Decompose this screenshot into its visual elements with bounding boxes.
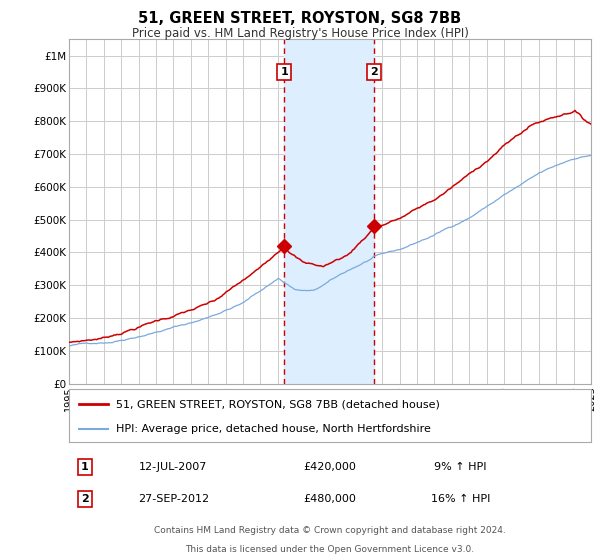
Text: 9% ↑ HPI: 9% ↑ HPI [434, 462, 487, 472]
Text: Price paid vs. HM Land Registry's House Price Index (HPI): Price paid vs. HM Land Registry's House … [131, 27, 469, 40]
Bar [284, 39, 374, 384]
Text: 2: 2 [370, 67, 378, 77]
Text: 51, GREEN STREET, ROYSTON, SG8 7BB (detached house): 51, GREEN STREET, ROYSTON, SG8 7BB (deta… [116, 399, 440, 409]
Text: £480,000: £480,000 [304, 494, 356, 504]
Text: Contains HM Land Registry data © Crown copyright and database right 2024.: Contains HM Land Registry data © Crown c… [154, 526, 506, 535]
Text: 27-SEP-2012: 27-SEP-2012 [138, 494, 209, 504]
Text: HPI: Average price, detached house, North Hertfordshire: HPI: Average price, detached house, Nort… [116, 424, 431, 434]
Text: £420,000: £420,000 [304, 462, 356, 472]
Text: This data is licensed under the Open Government Licence v3.0.: This data is licensed under the Open Gov… [185, 545, 475, 554]
Text: 1: 1 [81, 462, 89, 472]
Text: 51, GREEN STREET, ROYSTON, SG8 7BB: 51, GREEN STREET, ROYSTON, SG8 7BB [139, 11, 461, 26]
Text: 12-JUL-2007: 12-JUL-2007 [139, 462, 208, 472]
Text: 1: 1 [280, 67, 288, 77]
Text: 2: 2 [81, 494, 89, 504]
Text: 16% ↑ HPI: 16% ↑ HPI [431, 494, 490, 504]
